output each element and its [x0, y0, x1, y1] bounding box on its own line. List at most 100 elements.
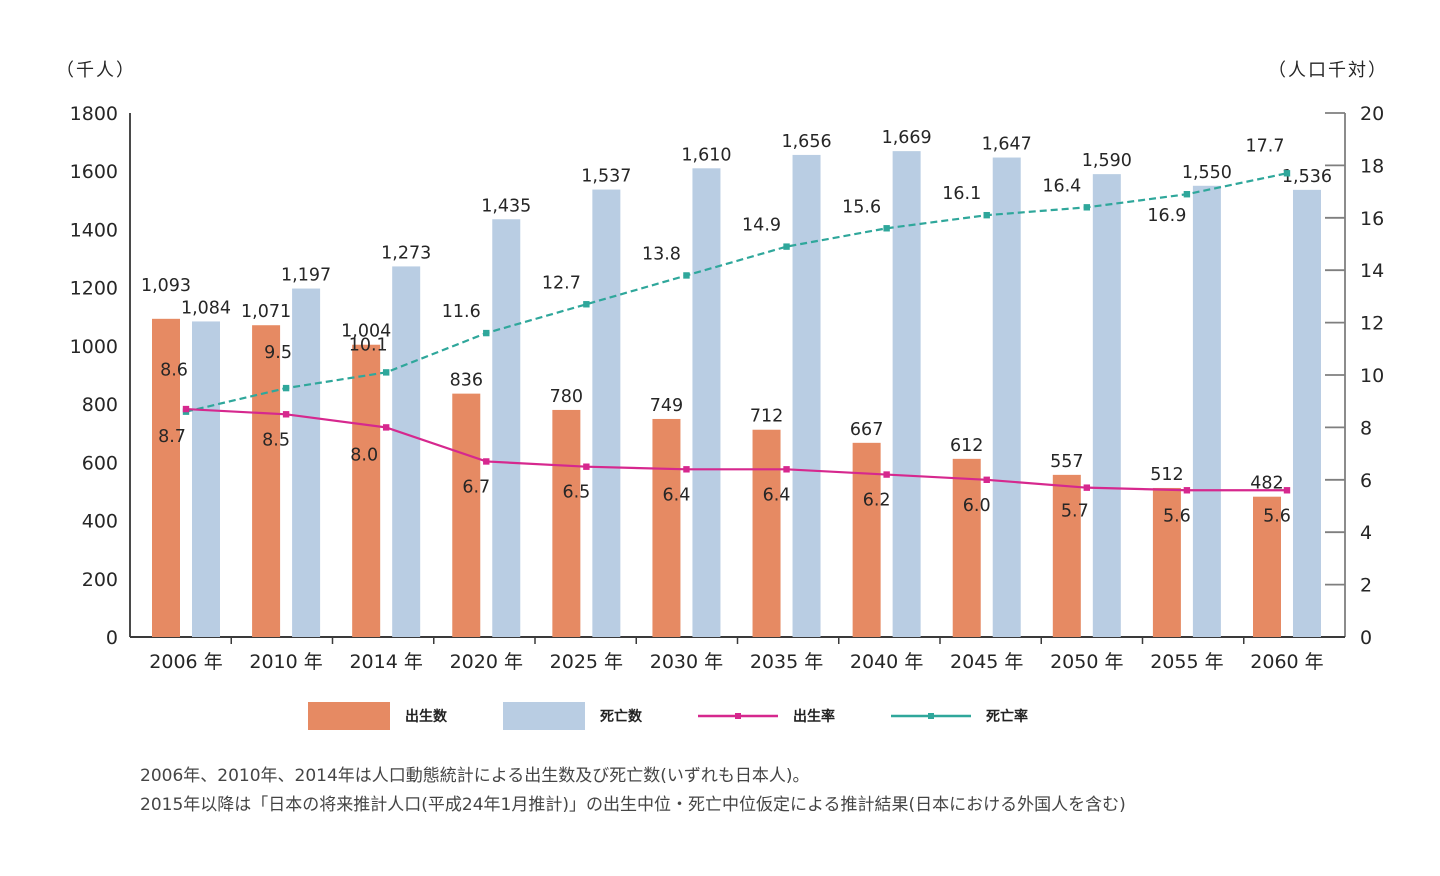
birth-rate-line [185, 407, 1287, 492]
death-rate-value-label: 8.6 [160, 361, 188, 381]
death-rate-value-label: 17.7 [1246, 136, 1285, 156]
x-axis-category-label: 2055 年 [1150, 651, 1223, 673]
right-axis-tick-label: 16 [1360, 208, 1384, 230]
footnote-line-1: 2006年、2010年、2014年は人口動態統計による出生数及び死亡数(いずれも… [140, 766, 810, 786]
birth-rate-value-label: 8.0 [350, 445, 378, 465]
death-bar [992, 157, 1021, 638]
death-bar-value-label: 1,647 [982, 135, 1032, 155]
death-bar [792, 154, 821, 638]
left-axis-tick-label: 600 [82, 452, 118, 474]
right-axis-tick-label: 20 [1360, 103, 1384, 125]
death-rate-line [185, 172, 1288, 413]
legend-item-birth_rate: 出生率 [698, 706, 835, 726]
x-axis-category-label: 2010 年 [249, 651, 322, 673]
birth-rate-value-label: 5.6 [1163, 506, 1191, 526]
birth-bar-value-label: 482 [1250, 474, 1283, 494]
birth-rate-point [282, 411, 290, 418]
death-rate-point [983, 211, 990, 219]
birth-bar [1052, 474, 1081, 637]
left-axis-tick-label: 1400 [70, 219, 118, 241]
legend-swatch-births [308, 702, 390, 730]
left-axis-tick-label: 1200 [70, 278, 118, 300]
death-bar [492, 219, 521, 637]
death-bar-value-label: 1,273 [381, 243, 431, 263]
left-axis-tick-label: 0 [106, 627, 118, 649]
right-axis-tick-label: 2 [1360, 575, 1372, 597]
birth-rate-value-label: 6.5 [562, 483, 590, 503]
death-bar-value-label: 1,550 [1182, 163, 1232, 183]
birth-rate-point [483, 458, 490, 465]
right-axis-tick-label: 6 [1360, 470, 1372, 492]
right-axis-tick-label: 14 [1360, 260, 1384, 282]
x-axis-category-label: 2014 年 [349, 651, 422, 673]
death-rate-value-label: 10.1 [349, 335, 388, 355]
birth-rate-value-label: 8.7 [158, 427, 186, 447]
birth-bar-value-label: 667 [850, 420, 883, 440]
death-rate-point [1183, 191, 1191, 198]
x-axis-category-label: 2045 年 [950, 651, 1023, 673]
death-bar [592, 189, 621, 637]
legend-item-births: 出生数 [308, 702, 447, 730]
death-rate-value-label: 12.7 [542, 273, 581, 293]
death-rate-value-label: 13.8 [642, 244, 681, 264]
birth-bar-value-label: 1,093 [141, 276, 191, 296]
birth-rate-point [382, 424, 390, 431]
birth-bar [852, 442, 881, 637]
death-rate-point [1083, 204, 1091, 211]
x-axis-category-label: 2040 年 [850, 651, 923, 673]
death-bar [1192, 185, 1221, 637]
birth-bar [1152, 487, 1181, 637]
birth-bar-value-label: 712 [750, 407, 783, 427]
birth-rate-value-label: 6.4 [763, 485, 791, 505]
birth-rate-point [883, 471, 890, 478]
death-rate-value-label: 15.6 [842, 197, 881, 217]
death-rate-value-label: 9.5 [264, 343, 292, 363]
left-axis-tick-label: 1000 [70, 336, 118, 358]
death-bar [392, 266, 421, 637]
legend-swatch-deaths [503, 702, 585, 730]
death-rate-value-label: 14.9 [742, 216, 781, 236]
death-bar-value-label: 1,435 [481, 196, 531, 216]
x-axis-category-label: 2025 年 [550, 651, 623, 673]
death-rate-point [683, 272, 690, 279]
death-rate-point [483, 329, 490, 337]
birth-rate-value-label: 5.6 [1263, 506, 1291, 526]
birth-bar [952, 458, 981, 637]
legend-label-death_rate: 死亡率 [986, 709, 1028, 725]
birth-bar [152, 318, 180, 637]
death-bar [892, 151, 921, 637]
death-bar [192, 321, 220, 637]
death-rate-value-label: 16.9 [1147, 206, 1186, 226]
death-rate-point [583, 301, 590, 308]
birth-bar-value-label: 749 [650, 396, 683, 416]
right-axis-tick-label: 4 [1360, 522, 1372, 544]
legend: 出生数 死亡数 出生率 死亡率 [308, 702, 1028, 730]
legend-item-deaths: 死亡数 [503, 702, 642, 730]
left-axis-tick-label: 800 [82, 394, 118, 416]
birth-rate-value-label: 6.7 [462, 477, 490, 497]
death-rate-value-label: 11.6 [442, 302, 481, 322]
birth-bar [452, 393, 481, 637]
right-axis-tick-label: 18 [1360, 155, 1384, 177]
birth-bar [1252, 496, 1281, 637]
birth-bar-value-label: 1,071 [241, 302, 291, 322]
death-rate-point [282, 384, 290, 392]
footnote-line-2: 2015年以降は「日本の将来推計人口(平成24年1月推計)」の出生中位・死亡中位… [140, 795, 1126, 815]
legend-marker-birth_rate [735, 713, 741, 719]
death-bar [1092, 174, 1121, 637]
death-bar-value-label: 1,590 [1082, 151, 1132, 171]
death-rate-value-label: 16.4 [1042, 176, 1081, 196]
left-axis-tick-label: 1600 [70, 161, 118, 183]
right-axis-tick-label: 12 [1360, 313, 1384, 335]
legend-label-birth_rate: 出生率 [793, 709, 835, 725]
birth-bar [552, 409, 581, 637]
legend-label-deaths: 死亡数 [600, 709, 642, 725]
birth-bar-value-label: 780 [550, 387, 583, 407]
left-axis-unit-label: （千人） [56, 60, 136, 81]
x-axis-category-label: 2006 年 [149, 651, 222, 673]
death-bar-value-label: 1,537 [581, 167, 631, 187]
birth-rate-point [683, 466, 690, 473]
death-rate-point [382, 369, 390, 376]
